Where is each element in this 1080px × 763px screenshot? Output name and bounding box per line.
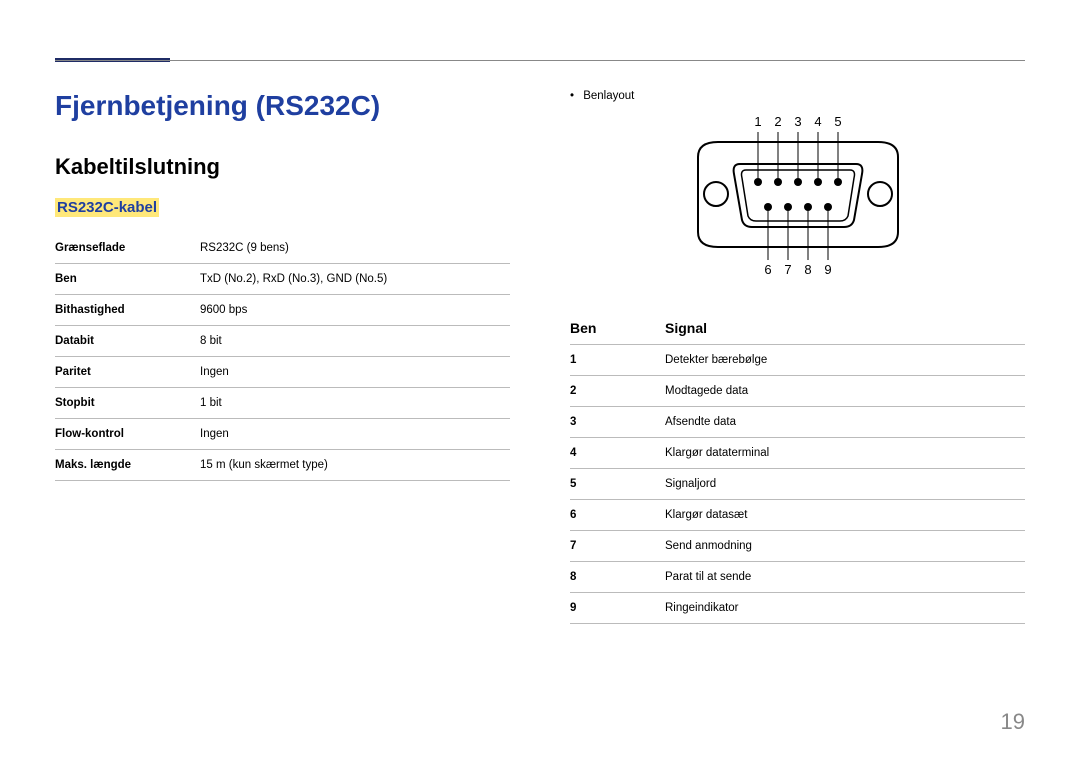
pin-signal: Detekter bærebølge — [665, 345, 1025, 376]
pin-row: 1Detekter bærebølge — [570, 345, 1025, 376]
svg-text:8: 8 — [804, 262, 811, 277]
left-column: Fjernbetjening (RS232C) Kabeltilslutning… — [55, 90, 510, 624]
svg-text:2: 2 — [774, 114, 781, 129]
page-title: Fjernbetjening (RS232C) — [55, 90, 510, 122]
pin-row: 8Parat til at sende — [570, 562, 1025, 593]
pin-table: Ben Signal 1Detekter bærebølge2Modtagede… — [570, 312, 1025, 624]
section-subhead: Kabeltilslutning — [55, 154, 510, 180]
connector-diagram: 12345 6789 — [668, 112, 928, 287]
doc-page: Fjernbetjening (RS232C) Kabeltilslutning… — [0, 0, 1080, 763]
spec-row: Bithastighed9600 bps — [55, 295, 510, 326]
spec-row: Stopbit1 bit — [55, 388, 510, 419]
spec-value: 8 bit — [200, 326, 510, 357]
pin-row: 5Signaljord — [570, 469, 1025, 500]
pin-signal: Klargør dataterminal — [665, 438, 1025, 469]
pin-row: 9Ringeindikator — [570, 593, 1025, 624]
spec-table: GrænsefladeRS232C (9 bens)BenTxD (No.2),… — [55, 233, 510, 481]
pin-signal: Signaljord — [665, 469, 1025, 500]
spec-key: Databit — [55, 326, 200, 357]
spec-key: Grænseflade — [55, 233, 200, 264]
svg-text:1: 1 — [754, 114, 761, 129]
spec-row: Maks. længde15 m (kun skærmet type) — [55, 450, 510, 481]
right-column: • Benlayout 123456789 Ben Signal 1Detekt… — [570, 90, 1025, 624]
spec-key: Stopbit — [55, 388, 200, 419]
pin-header-ben: Ben — [570, 312, 665, 345]
spec-value: 15 m (kun skærmet type) — [200, 450, 510, 481]
spec-row: BenTxD (No.2), RxD (No.3), GND (No.5) — [55, 264, 510, 295]
spec-value: 9600 bps — [200, 295, 510, 326]
spec-value: TxD (No.2), RxD (No.3), GND (No.5) — [200, 264, 510, 295]
pin-row: 6Klargør datasæt — [570, 500, 1025, 531]
svg-text:5: 5 — [834, 114, 841, 129]
pin-number: 6 — [570, 500, 665, 531]
pin-row: 2Modtagede data — [570, 376, 1025, 407]
pin-signal: Modtagede data — [665, 376, 1025, 407]
pin-number: 1 — [570, 345, 665, 376]
db9-connector-svg: 12345 6789 — [668, 112, 928, 282]
spec-value: RS232C (9 bens) — [200, 233, 510, 264]
pin-number: 2 — [570, 376, 665, 407]
spec-key: Flow-kontrol — [55, 419, 200, 450]
spec-key: Paritet — [55, 357, 200, 388]
kabel-heading: RS232C-kabel — [55, 198, 159, 217]
page-number: 19 — [1001, 709, 1025, 735]
spec-key: Maks. længde — [55, 450, 200, 481]
pin-signal: Afsendte data — [665, 407, 1025, 438]
pin-number: 4 — [570, 438, 665, 469]
pin-signal: Ringeindikator — [665, 593, 1025, 624]
spec-row: Flow-kontrolIngen — [55, 419, 510, 450]
pin-number: 8 — [570, 562, 665, 593]
pin-number: 7 — [570, 531, 665, 562]
svg-text:7: 7 — [784, 262, 791, 277]
spec-value: Ingen — [200, 419, 510, 450]
pin-signal: Send anmodning — [665, 531, 1025, 562]
spec-key: Ben — [55, 264, 200, 295]
bullet-dot-icon: • — [570, 90, 580, 102]
pin-number: 3 — [570, 407, 665, 438]
pin-row: 3Afsendte data — [570, 407, 1025, 438]
svg-text:3: 3 — [794, 114, 801, 129]
pin-row: 7Send anmodning — [570, 531, 1025, 562]
pin-header-signal: Signal — [665, 312, 1025, 345]
svg-text:6: 6 — [764, 262, 771, 277]
svg-text:9: 9 — [824, 262, 831, 277]
header-rule — [55, 60, 1025, 61]
content-columns: Fjernbetjening (RS232C) Kabeltilslutning… — [55, 90, 1025, 624]
spec-key: Bithastighed — [55, 295, 200, 326]
spec-row: ParitetIngen — [55, 357, 510, 388]
pin-row: 4Klargør dataterminal — [570, 438, 1025, 469]
spec-row: GrænsefladeRS232C (9 bens) — [55, 233, 510, 264]
spec-row: Databit8 bit — [55, 326, 510, 357]
benlayout-label: Benlayout — [583, 90, 634, 102]
pin-signal: Klargør datasæt — [665, 500, 1025, 531]
svg-text:4: 4 — [814, 114, 821, 129]
pin-number: 5 — [570, 469, 665, 500]
spec-value: 1 bit — [200, 388, 510, 419]
benlayout-bullet: • Benlayout — [570, 90, 1025, 102]
pin-signal: Parat til at sende — [665, 562, 1025, 593]
pin-number: 9 — [570, 593, 665, 624]
spec-value: Ingen — [200, 357, 510, 388]
